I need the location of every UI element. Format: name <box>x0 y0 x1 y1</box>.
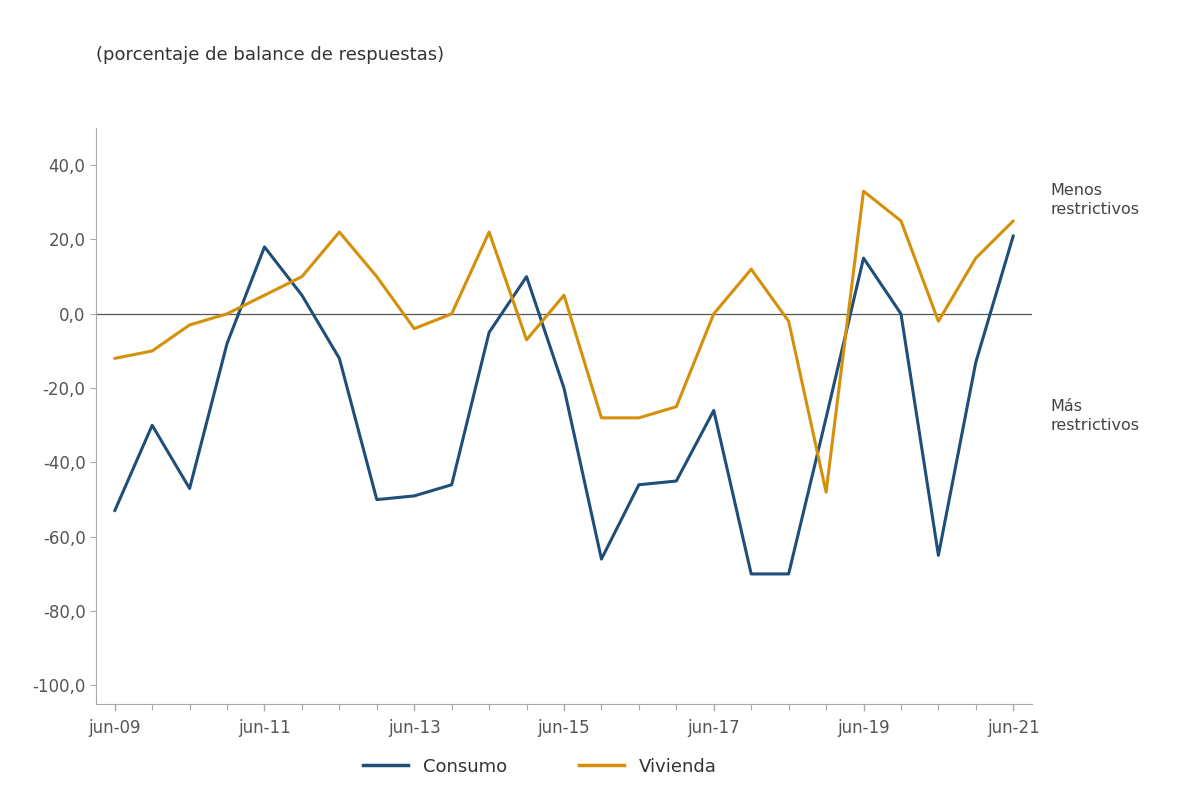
Consumo <box>332 354 347 363</box>
Consumo <box>108 506 122 515</box>
Vivienda <box>370 272 384 282</box>
Vivienda <box>1006 216 1020 226</box>
Vivienda <box>257 290 271 300</box>
Consumo <box>295 290 310 300</box>
Vivienda <box>781 317 796 326</box>
Vivienda <box>818 487 833 497</box>
Consumo <box>931 550 946 560</box>
Consumo <box>557 383 571 393</box>
Vivienda <box>482 227 497 237</box>
Consumo <box>220 338 234 348</box>
Vivienda <box>594 413 608 422</box>
Consumo <box>594 554 608 564</box>
Vivienda <box>931 317 946 326</box>
Consumo <box>707 406 721 415</box>
Vivienda <box>670 402 684 411</box>
Consumo <box>407 491 421 501</box>
Vivienda <box>744 265 758 274</box>
Vivienda <box>968 254 983 263</box>
Vivienda <box>557 290 571 300</box>
Vivienda <box>220 309 234 318</box>
Text: (porcentaje de balance de respuestas): (porcentaje de balance de respuestas) <box>96 46 444 64</box>
Consumo <box>744 569 758 578</box>
Vivienda <box>182 320 197 330</box>
Consumo <box>257 242 271 252</box>
Consumo <box>145 421 160 430</box>
Vivienda <box>407 324 421 334</box>
Vivienda <box>707 309 721 318</box>
Consumo <box>894 309 908 318</box>
Consumo <box>1006 231 1020 241</box>
Vivienda <box>444 309 458 318</box>
Vivienda <box>108 354 122 363</box>
Vivienda <box>295 272 310 282</box>
Legend: Consumo, Vivienda: Consumo, Vivienda <box>356 750 724 783</box>
Consumo <box>781 569 796 578</box>
Consumo <box>670 476 684 486</box>
Consumo <box>857 254 871 263</box>
Consumo <box>182 484 197 494</box>
Consumo <box>370 495 384 505</box>
Line: Consumo: Consumo <box>115 236 1013 574</box>
Line: Vivienda: Vivienda <box>115 191 1013 492</box>
Vivienda <box>145 346 160 356</box>
Consumo <box>818 413 833 422</box>
Vivienda <box>894 216 908 226</box>
Consumo <box>520 272 534 282</box>
Vivienda <box>520 335 534 345</box>
Text: Menos
restrictivos: Menos restrictivos <box>1050 182 1139 218</box>
Text: Más
restrictivos: Más restrictivos <box>1050 398 1139 434</box>
Vivienda <box>332 227 347 237</box>
Vivienda <box>857 186 871 196</box>
Vivienda <box>631 413 646 422</box>
Consumo <box>444 480 458 490</box>
Consumo <box>631 480 646 490</box>
Consumo <box>482 327 497 337</box>
Consumo <box>968 358 983 367</box>
